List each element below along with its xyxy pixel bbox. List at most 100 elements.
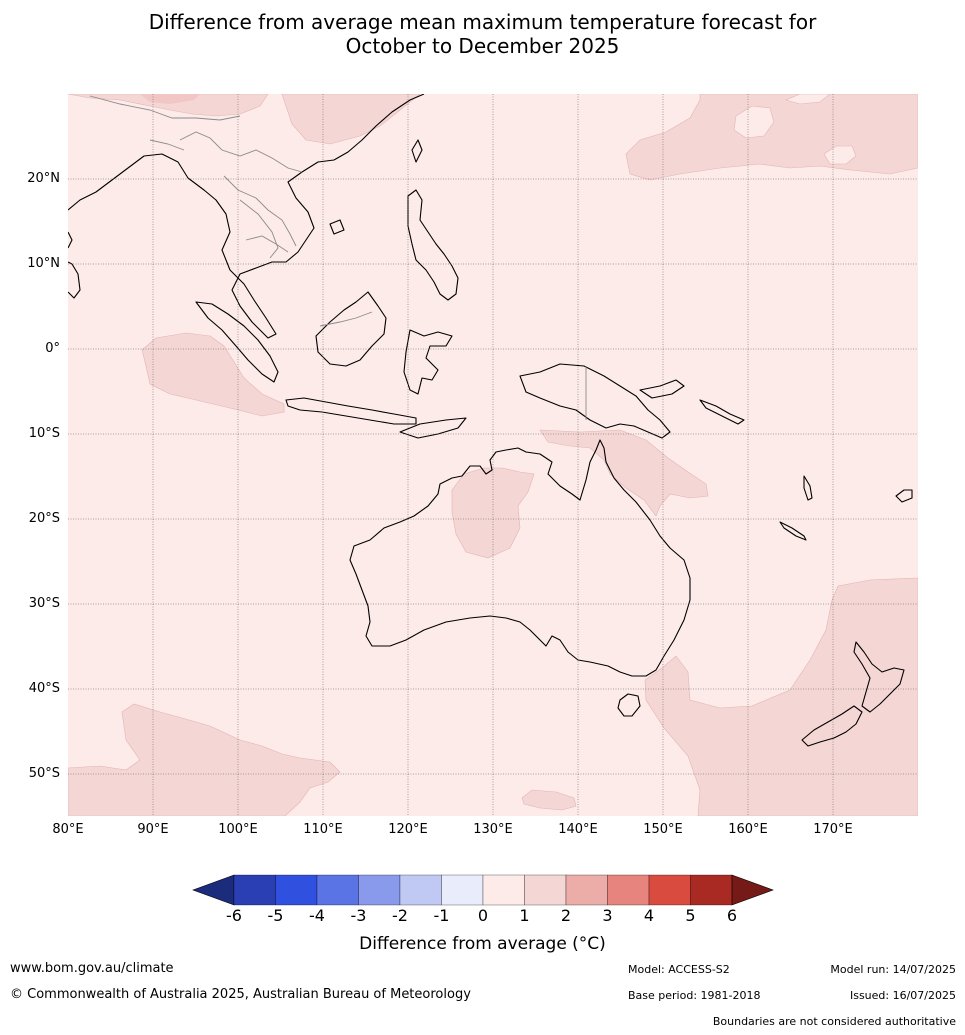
colorbar-tick-label: 6 <box>726 906 738 925</box>
colorbar-segment <box>399 874 442 906</box>
border-line-4 <box>239 199 279 259</box>
australia-coastline <box>349 439 691 677</box>
border-line-8 <box>149 139 185 151</box>
border-line-5 <box>245 235 289 253</box>
warm-region-nw-australia <box>451 467 535 559</box>
taiwan-coastline <box>411 139 423 163</box>
india-east-coastline <box>68 261 81 299</box>
warmer-anomaly-regions <box>140 94 200 104</box>
lon-label-120e: 120°E <box>388 822 428 837</box>
warm-region-china <box>281 94 421 145</box>
lon-label-130e: 130°E <box>473 822 513 837</box>
sumatra-coastline <box>195 301 279 383</box>
colorbar-segment <box>275 874 318 906</box>
philippines-coastline <box>407 189 459 301</box>
lon-label-110e: 110°E <box>303 822 343 837</box>
border-line-2 <box>179 131 303 173</box>
colorbar-segment <box>358 874 401 906</box>
colorbar-tick-label: -2 <box>392 906 408 925</box>
copyright-text: © Commonwealth of Australia 2025, Austra… <box>10 987 471 1002</box>
colorbar-label: Difference from average (°C) <box>359 934 606 954</box>
lat-label-50s: 50°S <box>28 766 60 781</box>
colorbar-segment <box>441 874 484 906</box>
map-area: 20°N 10°N 0° 10°S 20°S 30°S 40°S 50°S 80… <box>27 94 918 837</box>
colorbar-segment <box>690 874 733 906</box>
colorbar-segment <box>482 874 525 906</box>
warm-region-indian-ocean <box>141 332 285 417</box>
colorbar-segment <box>233 874 276 906</box>
lat-label-10n: 10°N <box>27 256 60 271</box>
lat-label-30s: 30°S <box>28 596 60 611</box>
warm-region-china-west <box>68 94 269 117</box>
lon-label-80e: 80°E <box>52 822 84 837</box>
colorbar-tick-label: -1 <box>433 906 450 925</box>
lon-label-160e: 160°E <box>728 822 768 837</box>
colorbar-extend-low <box>192 874 235 906</box>
warm-region-southeast <box>644 577 918 816</box>
colorbar-tick-label: 4 <box>643 906 655 925</box>
new-zealand-north-coastline <box>853 641 905 713</box>
sri-lanka-coastline <box>68 231 73 249</box>
border-line-6 <box>319 311 373 327</box>
vanuatu-coastline <box>803 475 813 501</box>
forecast-map <box>68 94 918 816</box>
issued-text: Issued: 16/07/2025 <box>849 989 956 1002</box>
colorbar-tick-label: -6 <box>226 906 242 925</box>
warm-region-south-small <box>521 789 577 811</box>
lon-label-170e: 170°E <box>813 822 853 837</box>
graticule-lines <box>68 94 918 816</box>
warm-region-coral-sea <box>539 429 709 517</box>
hainan-coastline <box>329 219 345 235</box>
lon-label-90e: 90°E <box>137 822 169 837</box>
solomon-islands-coastline <box>699 399 745 425</box>
coastlines <box>68 94 913 747</box>
model-run-text: Model run: 14/07/2025 <box>830 963 956 976</box>
lat-label-40s: 40°S <box>28 681 60 696</box>
colorbar-tick-label: -5 <box>267 906 284 925</box>
warmer-region-himalaya <box>140 94 200 104</box>
colorbar-tick-label: -4 <box>309 906 325 925</box>
colorbar-tick-label: 2 <box>560 906 572 925</box>
colorbar-segments <box>233 874 733 906</box>
lon-label-100e: 100°E <box>218 822 258 837</box>
colorbar-segment <box>648 874 691 906</box>
colorbar-extend-high <box>731 874 774 906</box>
colorbar-segment <box>607 874 650 906</box>
lat-label-20n: 20°N <box>27 171 60 186</box>
colorbar-segment <box>316 874 359 906</box>
lat-label-20s: 20°S <box>28 511 60 526</box>
new-britain-coastline <box>639 379 685 399</box>
java-coastline <box>285 397 417 425</box>
sulawesi-coastline <box>403 329 453 395</box>
colorbar-tick-label: 5 <box>685 906 696 925</box>
disclaimer-text: Boundaries are not considered authoritat… <box>712 1015 956 1028</box>
near-average-patch-2 <box>823 145 857 165</box>
new-zealand-south-coastline <box>801 705 863 747</box>
near-average-patches <box>733 94 857 165</box>
warm-region-southwest <box>68 703 341 816</box>
map-title-line-1: Difference from average mean maximum tem… <box>148 10 817 34</box>
map-title-line-2: October to December 2025 <box>345 34 620 58</box>
colorbar-segment <box>524 874 567 906</box>
border-line-1 <box>89 95 241 121</box>
mainland-asia-coastline <box>68 94 425 339</box>
website-text: www.bom.gov.au/climate <box>10 961 174 976</box>
fiji-coastline <box>895 489 913 503</box>
lon-label-140e: 140°E <box>558 822 598 837</box>
lon-label-150e: 150°E <box>643 822 683 837</box>
colorbar-tick-label: -3 <box>350 906 367 925</box>
base-period-text: Base period: 1981-2018 <box>628 989 761 1002</box>
colorbar <box>192 874 774 906</box>
colorbar-tick-label: 3 <box>602 906 613 925</box>
new-guinea-coastline <box>519 363 671 439</box>
near-average-patch-1 <box>733 105 775 139</box>
borneo-coastline <box>315 291 387 367</box>
new-caledonia-coastline <box>779 521 807 541</box>
tasmania-coastline <box>617 693 641 717</box>
map-title: Difference from average mean maximum tem… <box>0 10 965 58</box>
model-text: Model: ACCESS-S2 <box>628 963 730 976</box>
lat-label-10s: 10°S <box>28 426 60 441</box>
colorbar-tick-label: 1 <box>519 906 530 925</box>
timor-coastline <box>399 417 467 439</box>
lat-label-0: 0° <box>45 341 60 356</box>
